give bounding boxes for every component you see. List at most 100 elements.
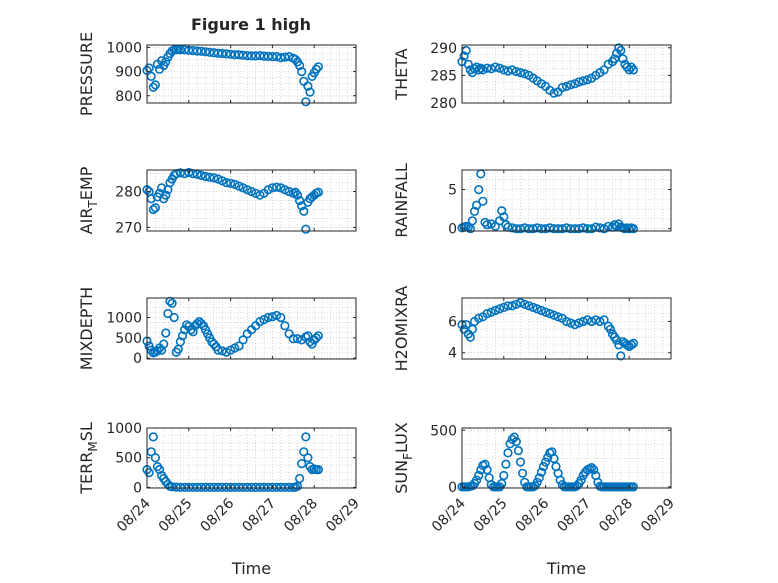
data-point [299,206,309,216]
panel-pressure: 800 900 1000 PRESSURE [77,32,357,116]
data-point [472,475,482,485]
data-point [267,312,278,322]
data-point [242,50,252,61]
data-point [499,470,509,481]
data-point [177,331,188,341]
y-tick-label: 6 [448,314,457,330]
data-point [459,51,469,61]
data-point [566,80,576,90]
y-tick-label: 800 [115,89,142,105]
y-tick-label: 4 [448,346,457,362]
data-point [205,172,215,182]
data-point [280,185,290,195]
y-axis-label: SUNFLUX [392,422,415,494]
data-point [209,173,219,183]
data-point [480,217,490,227]
data-point [561,81,572,91]
data-point [263,312,273,323]
data-point [474,185,484,195]
data-point [196,46,206,56]
data-point [161,190,171,200]
data-point [474,470,484,481]
data-point [561,316,572,327]
data-series [457,432,639,492]
data-point [511,224,521,234]
axes-layer: 800 900 1000 PRESSURE 280 285 290 THETA 270 280 AI… [77,32,678,578]
y-axis-label: H2OMIXRA [392,286,411,372]
data-point [626,340,636,350]
data-point [536,305,547,316]
data-point [161,57,171,67]
data-point [482,220,492,230]
axes-box [146,169,357,232]
grid [147,298,356,359]
data-point [154,465,165,475]
data-point [482,309,492,319]
data-series [142,167,324,234]
data-point [478,196,488,206]
data-point [272,182,282,192]
data-point [148,204,158,215]
data-point [574,224,584,234]
data-point [305,87,315,97]
y-axis-label: PRESSURE [77,32,96,116]
data-point [480,459,490,469]
data-point [538,461,549,472]
y-tick-label: 1000 [106,421,142,437]
data-point [578,76,588,86]
y-axis-label: AIRTEMP [77,166,100,234]
data-point [276,312,286,323]
data-point [157,183,167,193]
panel-air-temp: 270 280 AIRTEMP [77,166,357,236]
data-point [288,334,298,344]
data-point [495,63,505,73]
data-point [507,65,517,75]
data-series [457,298,639,361]
data-point [540,307,551,317]
y-axis-label: THETA [392,48,411,100]
y-tick-label: 1000 [106,40,142,56]
data-point [303,331,313,341]
data-point [200,47,211,57]
data-point [161,328,171,338]
data-point [295,60,305,71]
data-point [545,309,555,319]
axes-box [461,297,672,360]
data-point [238,50,248,60]
data-point [175,168,185,178]
data-point [467,216,478,226]
data-point [513,446,524,456]
data-point [599,315,609,325]
data-point [463,59,473,69]
data-point [292,190,303,200]
data-point [501,459,511,469]
axes-box [461,169,672,232]
data-point [549,88,559,98]
data-point [557,224,567,234]
data-point [476,63,486,73]
data-point [578,223,588,233]
data-point [148,82,158,92]
data-point [474,65,484,75]
data-point [536,467,547,477]
data-point [520,299,530,309]
y-tick-label: 285 [430,68,457,84]
data-point [313,62,324,72]
data-point [299,447,309,457]
data-point [482,465,492,475]
data-point [280,321,290,331]
data-point [515,224,526,234]
data-point [259,51,269,61]
x-axis-label: Time [231,559,271,578]
panel-h2omixra: 4 6 H2OMIXRA [392,286,672,372]
axes-box [461,44,672,104]
data-point [497,478,507,489]
data-point [532,304,542,314]
data-point [511,299,521,309]
data-point [582,224,593,234]
data-point [303,453,313,463]
data-point [616,45,626,56]
data-point [175,45,185,55]
data-point [144,468,154,478]
y-axis-label: TERRMSL [77,422,100,495]
